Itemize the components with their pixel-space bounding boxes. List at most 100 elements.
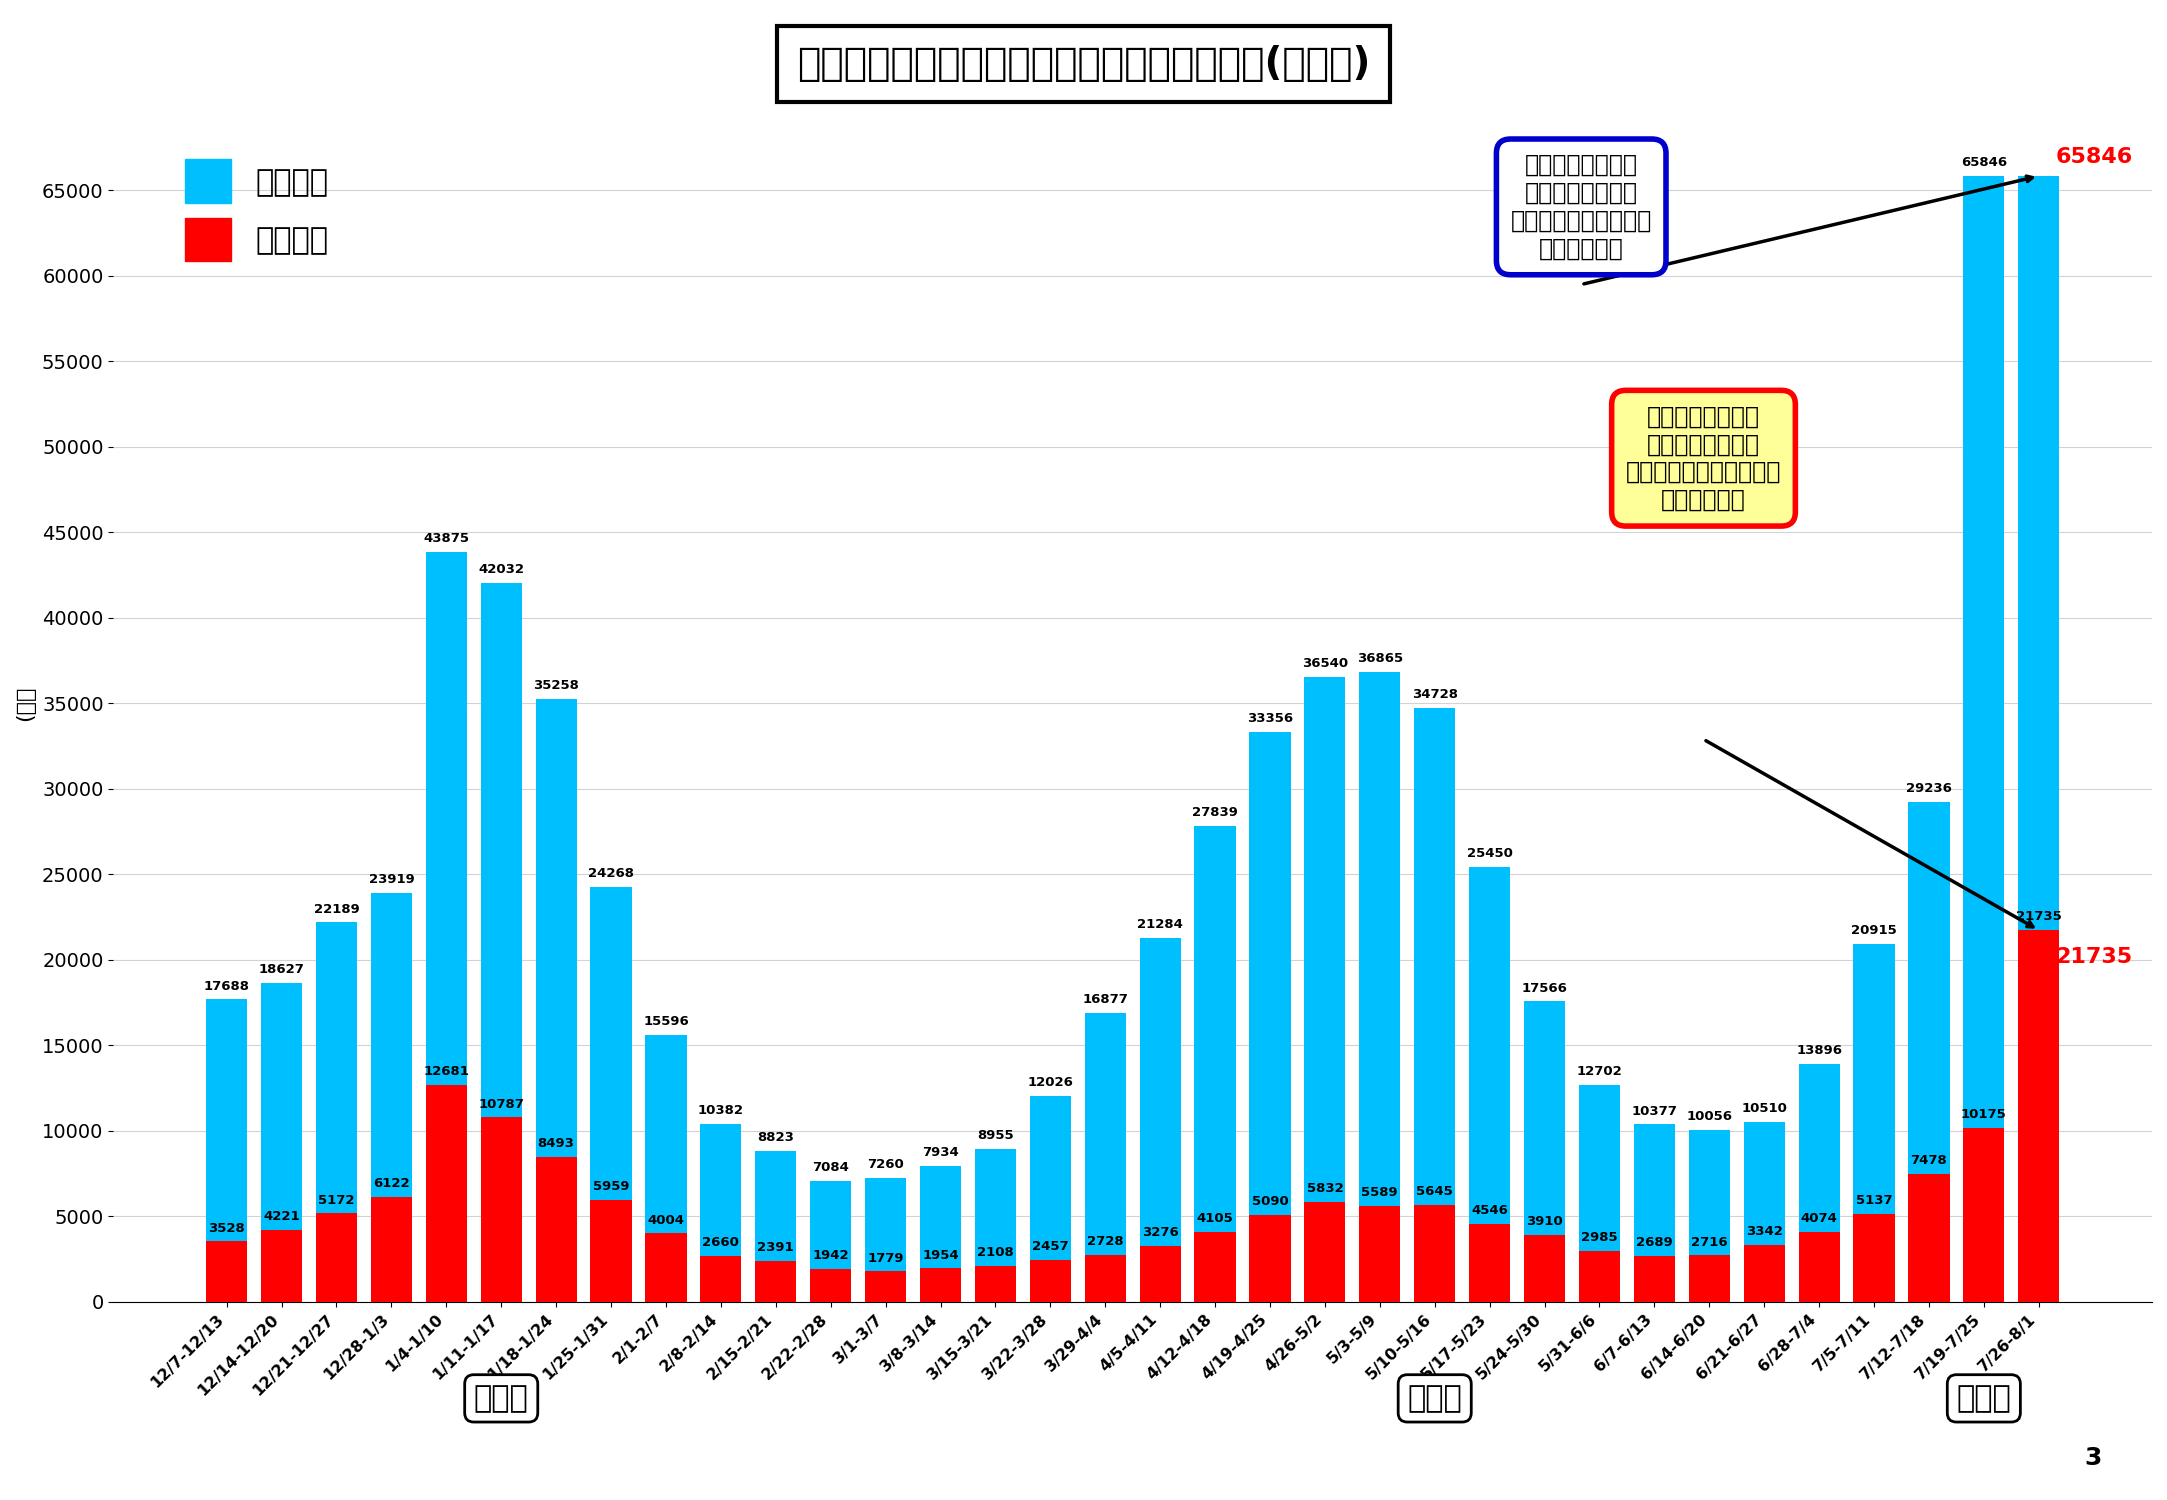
Text: ７月２６日（月）
〜８月１日（日）
全国：６５，８４６人
（過去最多）: ７月２６日（月） 〜８月１日（日） 全国：６５，８４６人 （過去最多） <box>1510 153 1651 261</box>
Bar <box>1194 1232 1235 1302</box>
Bar <box>1305 1202 1346 1302</box>
Text: 7084: 7084 <box>813 1161 849 1174</box>
Bar <box>921 1269 962 1302</box>
Text: 17566: 17566 <box>1521 981 1567 994</box>
Text: 21284: 21284 <box>1138 918 1183 932</box>
Text: 2716: 2716 <box>1690 1236 1727 1248</box>
Text: 34728: 34728 <box>1411 688 1458 700</box>
Bar <box>865 1178 906 1302</box>
Text: 29236: 29236 <box>1907 782 1952 795</box>
Bar <box>1305 676 1346 1302</box>
Bar <box>1250 732 1292 1302</box>
Text: 42032: 42032 <box>479 564 524 576</box>
Bar <box>1140 938 1181 1302</box>
Bar <box>921 1166 962 1302</box>
Bar <box>1415 708 1456 1302</box>
Text: 36865: 36865 <box>1357 651 1402 664</box>
Text: 2660: 2660 <box>702 1236 739 1250</box>
Text: 5172: 5172 <box>319 1194 355 1206</box>
Text: 18627: 18627 <box>258 963 306 976</box>
Bar <box>1469 1224 1510 1302</box>
Text: 3528: 3528 <box>208 1221 245 1234</box>
Bar <box>1853 1214 1894 1302</box>
Text: 43875: 43875 <box>423 532 470 544</box>
Bar <box>371 1197 412 1302</box>
Text: 12702: 12702 <box>1578 1065 1623 1078</box>
Bar <box>1523 1002 1565 1302</box>
Bar <box>1963 176 2004 1302</box>
Bar <box>1634 1125 1675 1302</box>
Bar <box>865 1272 906 1302</box>
Text: 1779: 1779 <box>867 1251 904 1264</box>
Text: 24268: 24268 <box>587 867 635 880</box>
Text: 65846: 65846 <box>1961 156 2007 170</box>
Bar <box>1359 672 1400 1302</box>
Bar <box>1799 1064 1840 1302</box>
Text: 15596: 15596 <box>644 1016 689 1029</box>
Text: 3276: 3276 <box>1142 1226 1179 1239</box>
Text: 27839: 27839 <box>1192 806 1237 819</box>
Bar <box>1963 1128 2004 1302</box>
Bar <box>754 1150 797 1302</box>
Text: 5645: 5645 <box>1417 1185 1454 1198</box>
Bar <box>810 1180 852 1302</box>
Bar <box>1194 827 1235 1302</box>
Text: 4004: 4004 <box>648 1214 685 1227</box>
Text: 3342: 3342 <box>1747 1226 1783 1238</box>
Bar <box>589 886 631 1302</box>
Bar <box>1140 1246 1181 1302</box>
Bar <box>1523 1234 1565 1302</box>
Bar <box>371 892 412 1302</box>
Bar <box>206 999 247 1302</box>
Text: 12681: 12681 <box>423 1065 470 1078</box>
Text: 17688: 17688 <box>204 980 249 993</box>
Text: 3: 3 <box>2085 1446 2102 1470</box>
Text: 13896: 13896 <box>1796 1044 1842 1058</box>
Bar <box>1744 1245 1786 1302</box>
Text: 4074: 4074 <box>1801 1212 1838 1225</box>
Bar <box>425 1084 466 1302</box>
Text: 2728: 2728 <box>1088 1236 1123 1248</box>
Text: 35258: 35258 <box>533 680 579 692</box>
Bar <box>2017 930 2059 1302</box>
Text: 8823: 8823 <box>756 1131 795 1144</box>
Text: 4105: 4105 <box>1196 1212 1233 1225</box>
Text: 10377: 10377 <box>1632 1104 1677 1118</box>
Bar <box>700 1125 741 1302</box>
Bar <box>1688 1130 1729 1302</box>
Bar <box>425 552 466 1302</box>
Text: 10510: 10510 <box>1742 1102 1788 1116</box>
Text: 2985: 2985 <box>1582 1232 1619 1244</box>
Bar <box>535 1156 576 1302</box>
Bar <box>481 584 522 1302</box>
Text: 2457: 2457 <box>1031 1240 1068 1252</box>
Text: 7934: 7934 <box>923 1146 958 1160</box>
Legend: ：全　国, ：東京都: ：全 国, ：東京都 <box>169 144 342 276</box>
Bar <box>1029 1260 1070 1302</box>
Text: 7478: 7478 <box>1911 1154 1948 1167</box>
Bar <box>646 1035 687 1302</box>
Text: 3910: 3910 <box>1526 1215 1562 1228</box>
Text: 1954: 1954 <box>923 1248 958 1262</box>
Bar <box>754 1262 797 1302</box>
Bar <box>1580 1084 1621 1302</box>
Text: 25450: 25450 <box>1467 847 1513 859</box>
Text: 21735: 21735 <box>2054 948 2132 968</box>
Bar <box>1250 1215 1292 1302</box>
Text: 5137: 5137 <box>1855 1194 1892 1208</box>
Bar <box>2017 176 2059 1302</box>
Text: 20915: 20915 <box>1851 924 1896 938</box>
Text: 5589: 5589 <box>1361 1186 1398 1200</box>
Bar <box>589 1200 631 1302</box>
Text: 10382: 10382 <box>698 1104 743 1118</box>
Text: 5090: 5090 <box>1253 1196 1289 1208</box>
Bar <box>260 984 301 1302</box>
Bar <box>316 1214 358 1302</box>
Text: 4546: 4546 <box>1471 1204 1508 1216</box>
Text: 5959: 5959 <box>594 1180 628 1192</box>
Text: 1942: 1942 <box>813 1250 849 1262</box>
Text: 23919: 23919 <box>368 873 414 886</box>
Bar <box>535 699 576 1302</box>
Bar <box>1415 1206 1456 1302</box>
Bar <box>700 1257 741 1302</box>
